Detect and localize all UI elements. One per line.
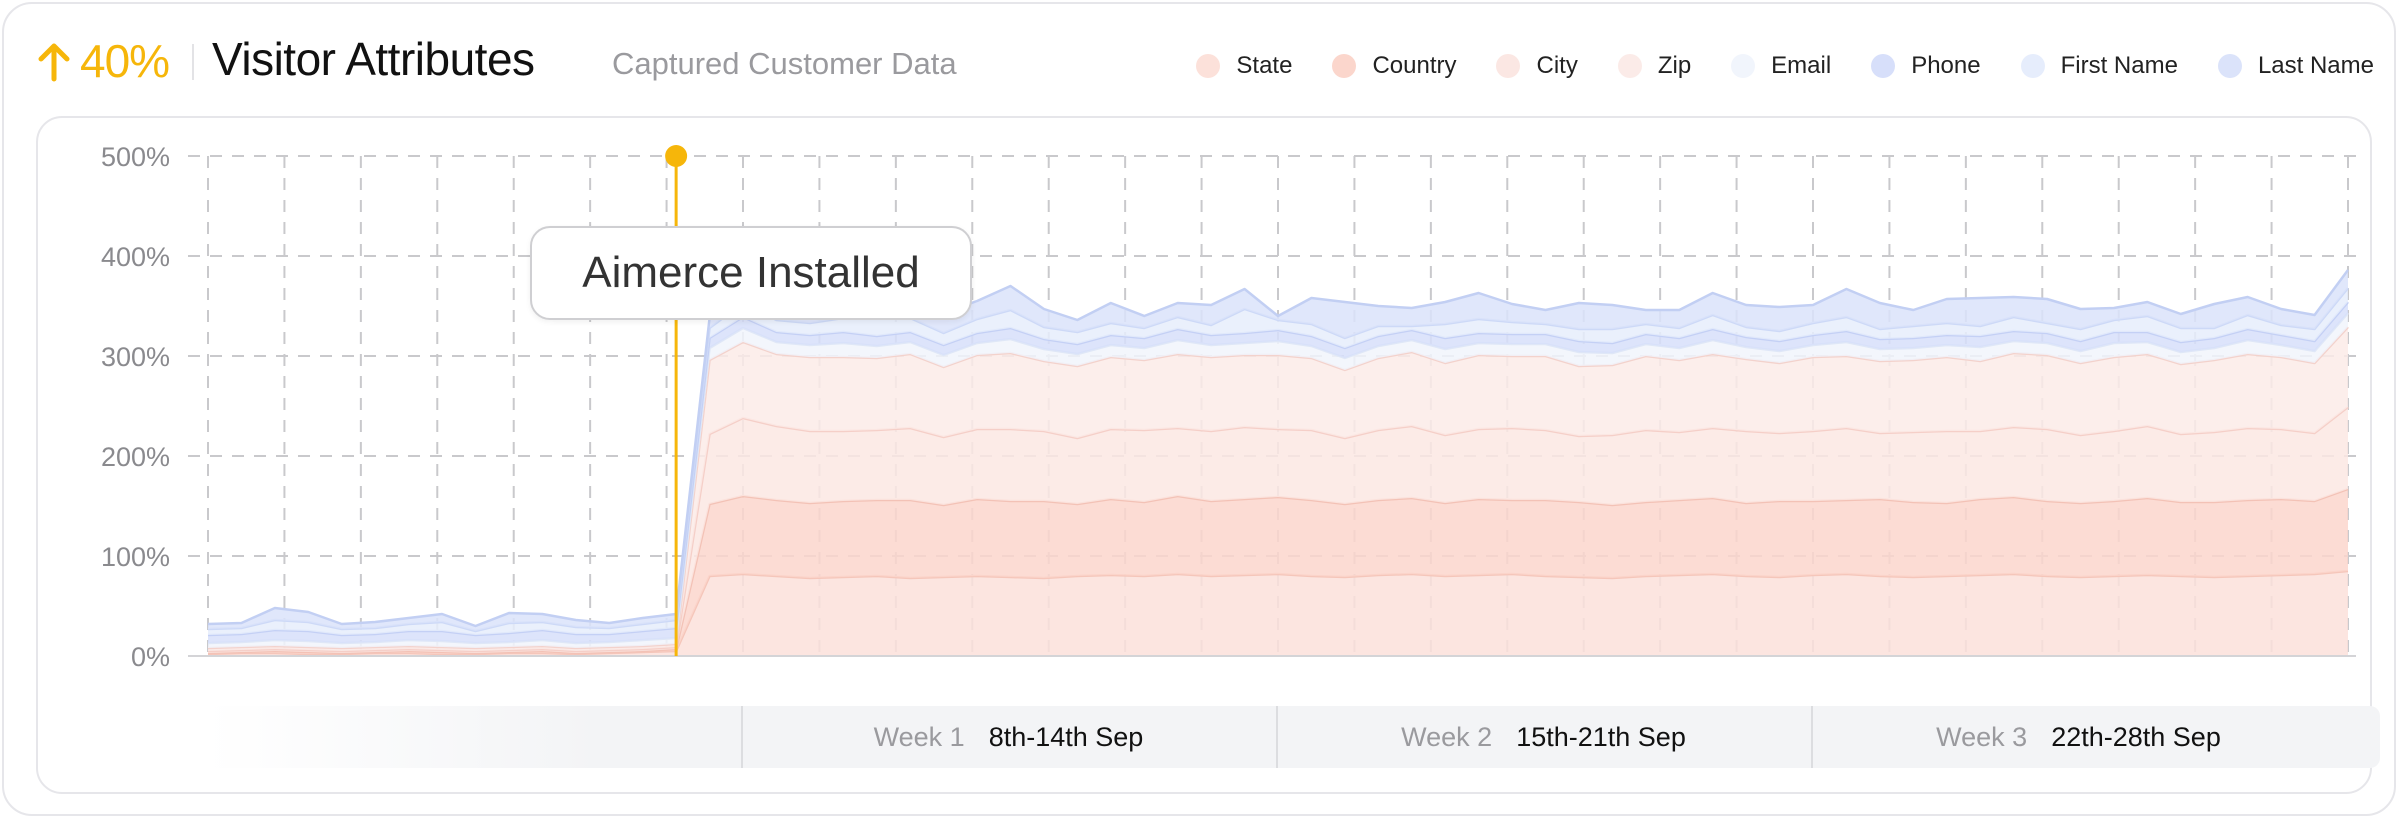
series-line-last-name <box>207 269 2350 628</box>
stacked-area-chart: 0% 100% 200% 300% 400% 500% <box>101 142 2356 672</box>
week-divider <box>741 706 743 768</box>
chart-subtitle: Captured Customer Data <box>612 46 957 81</box>
legend-label: Country <box>1372 52 1457 79</box>
legend-label: Phone <box>1911 52 1981 79</box>
legend-swatch <box>1871 54 1896 78</box>
legend-item-email[interactable]: Email <box>1731 52 1831 80</box>
legend-swatch <box>1617 54 1642 78</box>
week-bar: Week 1 8th-14th Sep Week 2 15th-21th Sep… <box>206 706 2380 768</box>
legend-label: State <box>1236 52 1293 79</box>
week-range: 15th-21th Sep <box>1516 721 1686 752</box>
legend-swatch <box>1332 54 1357 78</box>
legend-label: First Name <box>2060 52 2178 79</box>
delta-indicator: 40% <box>34 34 170 88</box>
series-areas <box>207 269 2350 656</box>
legend-label: Email <box>1771 52 1832 79</box>
week-number: Week 2 <box>1401 721 1493 752</box>
week-segment-3: Week 3 22th-28th Sep <box>1811 706 2346 768</box>
week-number: Week 3 <box>1936 721 2028 752</box>
y-tick-label: 0% <box>131 642 170 672</box>
legend-swatch <box>2020 54 2045 78</box>
legend-label: City <box>1536 52 1578 79</box>
plot-area: 0% 100% 200% 300% 400% 500% Week 1 8th-14th S… <box>36 116 2380 794</box>
series-area-last-name <box>208 270 2348 631</box>
week-segment-2: Week 2 15th-21th Sep <box>1276 706 1811 768</box>
week-divider <box>1276 706 1278 768</box>
y-tick-label: 300% <box>101 342 170 372</box>
arrow-up-icon <box>38 43 70 82</box>
series-area-first-name <box>208 288 2348 635</box>
legend-item-zip[interactable]: Zip <box>1617 52 1692 80</box>
legend-item-country[interactable]: Country <box>1332 52 1456 80</box>
annotation-label: Aimerce Installed <box>530 226 972 320</box>
y-tick-label: 400% <box>101 242 170 272</box>
series-area-state <box>208 571 2348 656</box>
legend-item-phone[interactable]: Phone <box>1871 52 1981 80</box>
legend-item-last-name[interactable]: Last Name <box>2217 52 2374 80</box>
legend-swatch <box>2217 54 2242 78</box>
card-header: 40% Visitor Attributes Captured Customer… <box>34 26 2374 96</box>
chart-legend: State Country City Zip Email Phone First Name L… <box>1156 52 2374 80</box>
legend-swatch <box>1731 54 1756 78</box>
legend-item-state[interactable]: State <box>1196 52 1292 80</box>
y-tick-label: 200% <box>101 442 170 472</box>
y-tick-label: 500% <box>101 142 170 172</box>
legend-swatch <box>1196 54 1221 78</box>
series-area-zip <box>208 327 2348 651</box>
week-divider <box>1811 706 1813 768</box>
series-area-city <box>208 407 2348 653</box>
legend-item-first-name[interactable]: First Name <box>2020 52 2178 80</box>
series-area-phone <box>208 302 2348 643</box>
delta-value: 40% <box>80 35 170 87</box>
chart-title: Visitor Attributes <box>212 33 535 85</box>
legend-label: Zip <box>1657 52 1692 79</box>
legend-item-city[interactable]: City <box>1496 52 1578 80</box>
series-area-email <box>208 313 2348 648</box>
y-tick-label: 100% <box>101 542 170 572</box>
week-number: Week 1 <box>873 721 965 752</box>
legend-swatch <box>1496 54 1521 78</box>
legend-label: Last Name <box>2257 52 2374 79</box>
week-segment-1: Week 1 8th-14th Sep <box>741 706 1276 768</box>
annotation-marker <box>665 145 688 167</box>
week-range: 22th-28th Sep <box>2051 721 2221 752</box>
series-area-country <box>208 489 2348 654</box>
week-range: 8th-14th Sep <box>988 721 1144 752</box>
header-divider <box>192 44 194 80</box>
